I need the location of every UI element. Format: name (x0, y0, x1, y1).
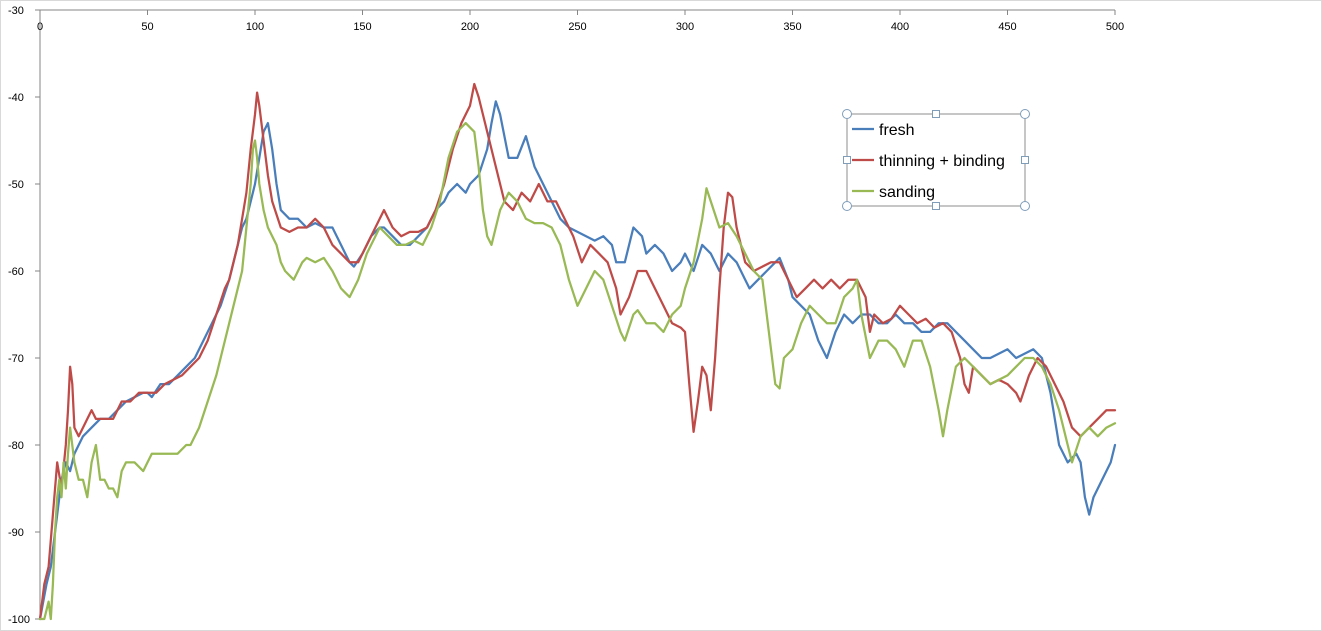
legend-resize-handle-side[interactable] (932, 202, 940, 210)
legend-resize-handle-side[interactable] (843, 156, 851, 164)
x-tick-label: 150 (353, 21, 371, 33)
legend-box[interactable] (846, 113, 1026, 207)
x-tick-label: 200 (461, 21, 479, 33)
legend-resize-handle-corner[interactable] (1020, 109, 1030, 119)
axes: 0 50 100 150 200 250 300 350 400 450 500 -30 -40 -50 -… (8, 5, 1124, 626)
x-tick-label: 350 (783, 21, 801, 33)
x-tick-label: 250 (568, 21, 586, 33)
x-tick-label: 450 (998, 21, 1016, 33)
series-line-fresh (38, 100, 1117, 621)
y-tick-label: -30 (8, 5, 24, 17)
legend-resize-handle-side[interactable] (932, 110, 940, 118)
legend-entry-label: thinning + binding (879, 153, 1005, 170)
x-tick-label: 50 (141, 21, 153, 33)
y-tick-label: -60 (8, 266, 24, 278)
y-tick-label: -80 (8, 440, 24, 452)
series-line-sanding (38, 121, 1117, 621)
legend-resize-handle-corner[interactable] (842, 201, 852, 211)
x-tick-label: 0 (37, 21, 43, 33)
y-tick-label: -50 (8, 179, 24, 191)
legend-resize-handle-corner[interactable] (842, 109, 852, 119)
y-tick-label: -40 (8, 92, 24, 104)
y-tick-label: -100 (8, 614, 30, 626)
legend-entry-label: fresh (879, 122, 915, 139)
legend[interactable]: fresh thinning + binding sanding (842, 109, 1030, 211)
series-line-thinning-binding (38, 82, 1117, 621)
x-tick-label: 400 (891, 21, 909, 33)
y-tick-label: -90 (8, 527, 24, 539)
x-tick-label: 300 (676, 21, 694, 33)
x-tick-label: 100 (246, 21, 264, 33)
plot-area (38, 82, 1117, 621)
legend-resize-handle-corner[interactable] (1020, 201, 1030, 211)
legend-resize-handle-side[interactable] (1021, 156, 1029, 164)
y-tick-label: -70 (8, 353, 24, 365)
legend-entry-label: sanding (879, 184, 935, 201)
x-tick-label: 500 (1106, 21, 1124, 33)
